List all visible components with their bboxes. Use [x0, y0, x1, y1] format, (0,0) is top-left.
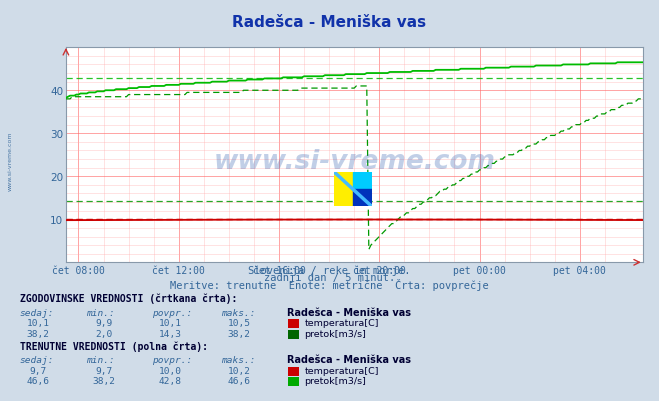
Bar	[353, 172, 372, 190]
Text: Slovenija / reke in morje.: Slovenija / reke in morje.	[248, 265, 411, 275]
Text: 42,8: 42,8	[159, 377, 181, 385]
Text: 10,2: 10,2	[228, 366, 250, 375]
Text: ZGODOVINSKE VREDNOSTI (črtkana črta):: ZGODOVINSKE VREDNOSTI (črtkana črta):	[20, 293, 237, 304]
Text: temperatura[C]: temperatura[C]	[304, 366, 379, 375]
Text: 14,3: 14,3	[159, 329, 181, 338]
Text: 9,9: 9,9	[96, 319, 113, 328]
Text: povpr.:: povpr.:	[152, 355, 192, 364]
Text: Radešca - Meniška vas: Radešca - Meniška vas	[233, 14, 426, 30]
Text: 38,2: 38,2	[93, 377, 115, 385]
Text: 2,0: 2,0	[96, 329, 113, 338]
Text: maks.:: maks.:	[221, 308, 255, 317]
Text: 38,2: 38,2	[27, 329, 49, 338]
Text: maks.:: maks.:	[221, 355, 255, 364]
Text: Radešca - Meniška vas: Radešca - Meniška vas	[287, 354, 411, 364]
Text: 46,6: 46,6	[27, 377, 49, 385]
Text: Meritve: trenutne  Enote: metrične  Črta: povprečje: Meritve: trenutne Enote: metrične Črta: …	[170, 278, 489, 290]
Text: 10,1: 10,1	[27, 319, 49, 328]
Text: sedaj:: sedaj:	[20, 355, 54, 364]
Text: 38,2: 38,2	[228, 329, 250, 338]
Text: www.si-vreme.com: www.si-vreme.com	[214, 149, 495, 175]
Text: 10,0: 10,0	[159, 366, 181, 375]
Text: min.:: min.:	[86, 355, 115, 364]
Text: TRENUTNE VREDNOSTI (polna črta):: TRENUTNE VREDNOSTI (polna črta):	[20, 340, 208, 351]
Text: min.:: min.:	[86, 308, 115, 317]
Text: 10,5: 10,5	[228, 319, 250, 328]
Text: 10,1: 10,1	[159, 319, 181, 328]
Text: povpr.:: povpr.:	[152, 308, 192, 317]
Text: pretok[m3/s]: pretok[m3/s]	[304, 329, 366, 338]
Text: Radešca - Meniška vas: Radešca - Meniška vas	[287, 307, 411, 317]
Text: temperatura[C]: temperatura[C]	[304, 319, 379, 328]
Text: 46,6: 46,6	[228, 377, 250, 385]
Bar	[353, 190, 372, 207]
Text: pretok[m3/s]: pretok[m3/s]	[304, 377, 366, 385]
Text: 9,7: 9,7	[96, 366, 113, 375]
Text: sedaj:: sedaj:	[20, 308, 54, 317]
Text: 9,7: 9,7	[30, 366, 47, 375]
Text: zadnji dan / 5 minut.: zadnji dan / 5 minut.	[264, 273, 395, 283]
Text: www.si-vreme.com: www.si-vreme.com	[8, 131, 13, 190]
